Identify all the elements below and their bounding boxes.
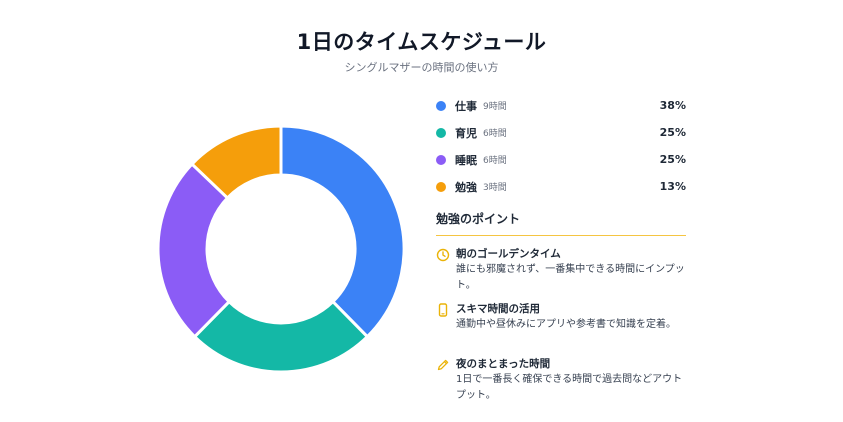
clock-icon <box>436 248 450 262</box>
legend-swatch <box>436 154 446 165</box>
legend-percent: 13% <box>659 180 686 193</box>
slice-work <box>279 124 406 339</box>
tip-spare-time: スキマ時間の活用 通勤中や昼休みにアプリや参考書で知識を定着。 <box>436 302 686 333</box>
legend-swatch <box>436 127 446 138</box>
legend-hours: 6時間 <box>483 156 507 166</box>
legend-swatch <box>436 181 446 192</box>
legend-item-sleep: 睡眠 6時間 25% <box>436 146 686 173</box>
legend-item-study: 勉強 3時間 13% <box>436 173 686 200</box>
pencil-icon <box>437 359 449 371</box>
smartphone-icon <box>438 303 448 317</box>
legend-label: 育児 <box>455 126 477 140</box>
legend-swatch <box>436 100 446 111</box>
legend-label: 勉強 <box>455 180 477 194</box>
legend: 仕事 9時間 38% 育児 6時間 25% 睡眠 6時間 25% 勉強 3時間 … <box>436 92 686 200</box>
tip-text: 通勤中や昼休みにアプリや参考書で知識を定着。 <box>456 319 676 330</box>
legend-item-childcare: 育児 6時間 25% <box>436 119 686 146</box>
legend-label: 睡眠 <box>455 153 477 167</box>
tip-heading: スキマ時間の活用 <box>456 303 540 315</box>
page-title: 1日のタイムスケジュール <box>296 30 547 54</box>
legend-hours: 9時間 <box>483 102 507 112</box>
page-subtitle: シングルマザーの時間の使い方 <box>344 61 499 74</box>
legend-percent: 38% <box>659 99 686 112</box>
tip-text: 1日で一番長く確保できる時間で過去問などアウトプット。 <box>456 374 683 401</box>
legend-hours: 3時間 <box>483 183 507 193</box>
legend-item-work: 仕事 9時間 38% <box>436 92 686 119</box>
legend-hours: 6時間 <box>483 129 507 139</box>
tips-title: 勉強のポイント <box>436 210 686 236</box>
legend-label: 仕事 <box>455 99 477 113</box>
tip-text: 誰にも邪魔されず、一番集中できる時間にインプット。 <box>456 264 685 291</box>
tip-heading: 朝のゴールデンタイム <box>456 248 561 260</box>
legend-percent: 25% <box>659 153 686 166</box>
tip-night: 夜のまとまった時間 1日で一番長く確保できる時間で過去問などアウトプット。 <box>436 357 686 404</box>
tip-morning: 朝のゴールデンタイム 誰にも邪魔されず、一番集中できる時間にインプット。 <box>436 247 686 294</box>
donut-chart <box>156 124 406 374</box>
tip-heading: 夜のまとまった時間 <box>456 358 551 370</box>
slice-study <box>189 124 283 201</box>
legend-percent: 25% <box>659 126 686 139</box>
